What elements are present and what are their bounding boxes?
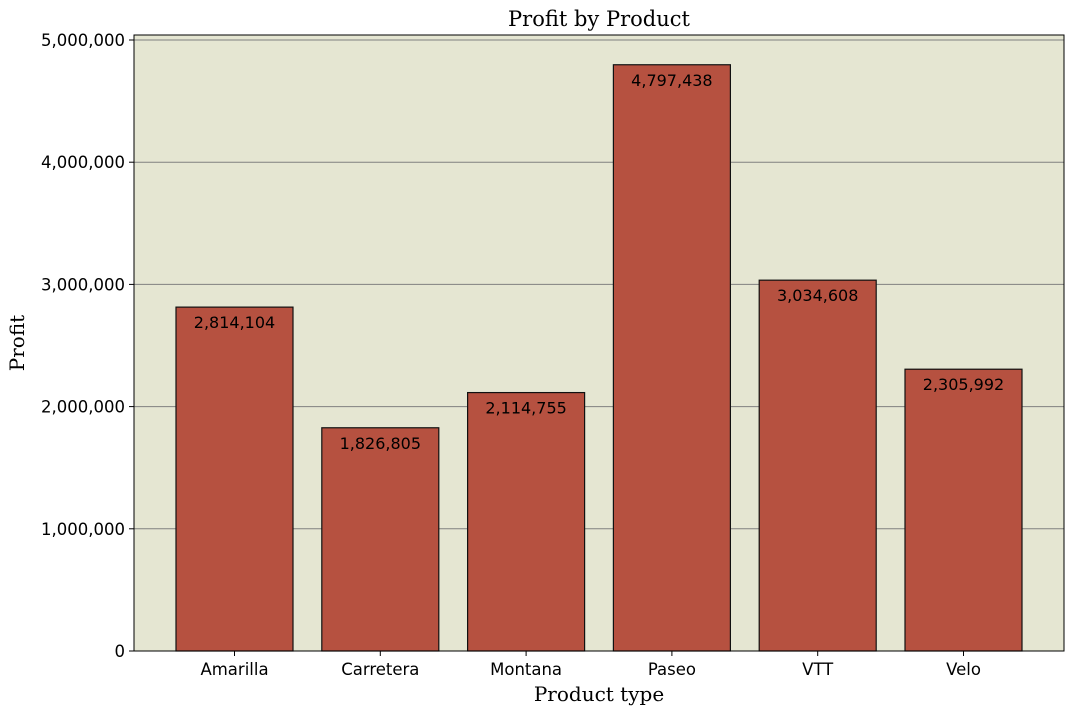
x-tick-label: Paseo <box>648 660 696 679</box>
data-label: 1,826,805 <box>340 434 421 453</box>
data-labels: 2,814,104 1,826,805 2,114,755 4,797,438 3,03… <box>194 71 1004 453</box>
bars <box>175 64 1023 652</box>
y-axis-label: Profit <box>5 315 29 371</box>
y-tick-label: 4,000,000 <box>41 153 125 172</box>
y-tick-label: 0 <box>115 642 126 661</box>
x-tick-label: Velo <box>946 660 981 679</box>
bar <box>904 368 1023 652</box>
bar <box>758 279 877 652</box>
bar <box>321 427 440 652</box>
data-label: 3,034,608 <box>777 286 858 305</box>
y-tick-label: 1,000,000 <box>41 520 125 539</box>
bar <box>612 64 732 652</box>
y-tick-label: 2,000,000 <box>41 398 125 417</box>
data-label: 2,814,104 <box>194 313 275 332</box>
x-tick-label: Carretera <box>341 660 419 679</box>
data-label: 2,114,755 <box>485 399 566 418</box>
x-tick-label: VTT <box>802 660 834 679</box>
axes: Amarilla Carretera Montana Paseo VTT Velo 0 1,0… <box>41 31 1065 679</box>
plot-frame <box>133 34 1065 652</box>
bar <box>175 306 294 652</box>
y-tick-label: 5,000,000 <box>41 31 125 50</box>
x-axis-label: Product type <box>534 682 664 706</box>
data-label: 2,305,992 <box>923 375 1004 394</box>
bar <box>467 391 586 652</box>
chart-title: Profit by Product <box>508 7 690 31</box>
y-tick-label: 3,000,000 <box>41 275 125 294</box>
data-label: 4,797,438 <box>631 71 712 90</box>
x-tick-label: Amarilla <box>200 660 268 679</box>
x-tick-label: Montana <box>490 660 562 679</box>
